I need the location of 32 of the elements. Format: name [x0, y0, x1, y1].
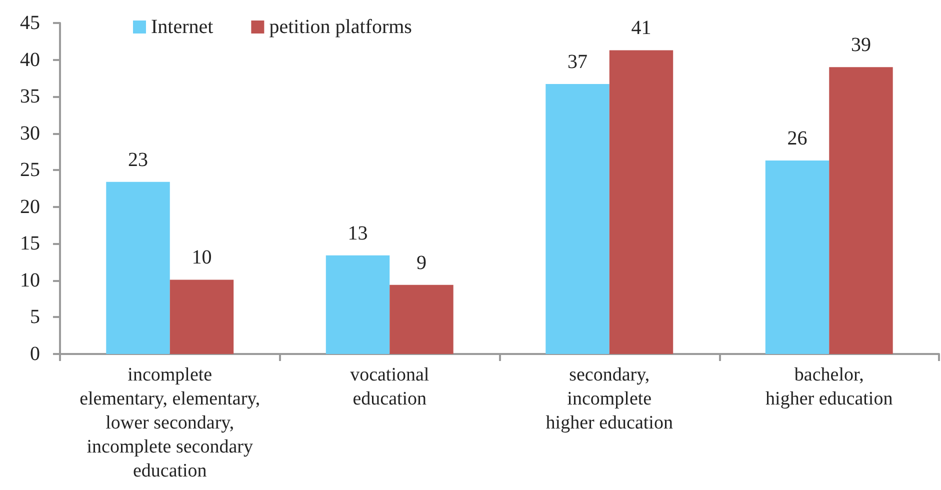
data-label: 13 [348, 222, 368, 244]
data-label: 26 [787, 128, 808, 150]
y-tick-label: 25 [20, 159, 40, 182]
x-tick-label: incomplete elementary, elementary, lower secondary, incomplete secondary education [80, 364, 260, 482]
bar [326, 255, 390, 354]
bar [609, 50, 674, 354]
data-label: 39 [850, 34, 871, 56]
data-label: 41 [631, 17, 652, 40]
x-tick-label: bachelor, higher education [766, 364, 894, 410]
y-tick-label: 35 [20, 86, 40, 108]
data-label: 10 [192, 246, 212, 269]
y-tick-label: 45 [20, 12, 40, 34]
data-label: 9 [416, 252, 426, 274]
y-tick-label: 30 [20, 122, 40, 144]
bar [765, 160, 830, 354]
y-tick-label: 40 [20, 48, 40, 71]
bar [106, 182, 170, 354]
y-tick-label: 0 [30, 343, 40, 365]
data-label: 23 [128, 148, 148, 171]
legend-label: petition platforms [269, 16, 412, 38]
bar [390, 284, 454, 354]
y-tick-label: 10 [20, 269, 40, 292]
x-tick-label: vocational education [350, 364, 430, 410]
legend-label: Internet [151, 16, 214, 38]
bar [546, 84, 610, 354]
y-tick-label: 20 [20, 196, 40, 218]
data-label: 37 [568, 51, 588, 74]
y-tick-label: 15 [20, 232, 40, 255]
bar [170, 280, 234, 354]
x-tick-label: secondary, incomplete higher education [546, 364, 674, 434]
bar [829, 67, 893, 354]
y-tick-label: 5 [30, 306, 40, 328]
